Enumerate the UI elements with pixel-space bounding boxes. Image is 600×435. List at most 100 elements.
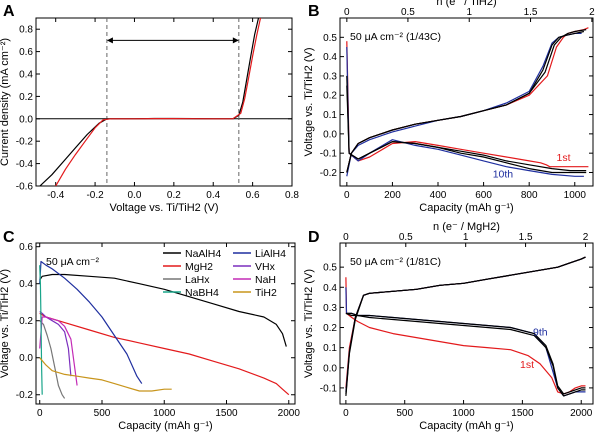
y-tick-label: 0.4 (323, 52, 337, 63)
x-tick-label: 0.8 (285, 190, 299, 201)
y-tick-label: 0.6 (19, 242, 33, 253)
panel-letter: B (308, 3, 320, 20)
series-line-nabh4 (39, 265, 43, 395)
plot-frame (339, 242, 594, 405)
series-line-8 (345, 256, 586, 394)
plot-frame (339, 17, 594, 187)
x-tick-label: 2000 (278, 408, 301, 419)
cycle-label: 10th (493, 168, 514, 180)
panel-letter: D (308, 229, 320, 246)
y-tick-label: 0.4 (323, 283, 337, 294)
series-line-2 (55, 18, 262, 186)
cycle-label: 1st (520, 359, 534, 371)
legend-label: NaBH4 (185, 287, 219, 299)
series-line-1 (345, 277, 586, 395)
y-tick-label: 0.5 (323, 33, 337, 44)
series-line-vhx (39, 311, 72, 377)
x-tick-label: 1000 (153, 408, 176, 419)
x-tick-label: 200 (384, 190, 401, 201)
current-annotation: 50 μA cm⁻² (1/81C) (350, 256, 441, 268)
top-tick-label: 0.5 (399, 232, 413, 243)
top-tick-label: 1.5 (524, 7, 538, 18)
y-tick-label: 0.8 (19, 25, 33, 36)
y-tick-label: 0.0 (19, 353, 33, 364)
series-line-4 (345, 256, 586, 392)
x-axis-label: Capacity (mAh g⁻¹) (118, 420, 212, 432)
x-tick-label: 0.0 (128, 190, 142, 201)
top-tick-label: 1.5 (519, 232, 533, 243)
series-line-lahx (39, 320, 66, 399)
x-tick-label: 0 (344, 190, 350, 201)
x-tick-label: -0.4 (47, 190, 65, 201)
y-tick-label: -0.2 (16, 390, 34, 401)
series-group (345, 256, 586, 397)
current-annotation: 50 μA cm⁻² (1/43C) (350, 31, 441, 43)
y-tick-label: 0.4 (19, 279, 33, 290)
y-tick-label: 0.3 (323, 71, 337, 82)
series-group (39, 18, 262, 186)
x-tick-label: 600 (475, 190, 492, 201)
x-tick-label: 0 (37, 408, 43, 419)
y-tick-label: -0.2 (16, 137, 34, 148)
x-tick-label: 2000 (570, 408, 593, 419)
y-tick-label: 0.5 (323, 263, 337, 274)
series-line-mgh2 (39, 312, 290, 396)
legend-label: NaAlH4 (185, 248, 221, 260)
y-tick-label: 0.3 (323, 303, 337, 314)
x-tick-label: 1000 (564, 190, 587, 201)
top-tick-label: 0 (343, 232, 349, 243)
series-line-4 (346, 32, 582, 177)
series-line-lialh4 (39, 260, 143, 384)
x-tick-label: -0.2 (86, 190, 104, 201)
series-group (346, 27, 589, 177)
y-tick-label: 0.2 (19, 316, 33, 327)
x-axis-label: Capacity (mAh g⁻¹) (419, 202, 513, 214)
x-tick-label: 1500 (511, 408, 534, 419)
legend-label: LaHx (185, 274, 210, 286)
y-tick-label: -0.2 (320, 168, 338, 179)
x-tick-label: 1500 (215, 408, 238, 419)
y-tick-label: 0.4 (19, 70, 33, 81)
legend-label: NaH (255, 274, 276, 286)
y-tick-label: 0.0 (323, 363, 337, 374)
y-tick-label: -0.1 (320, 149, 338, 160)
y-tick-label: 0.2 (323, 91, 337, 102)
y-axis-label: Voltage vs. Ti/TiH2 (V) (0, 269, 11, 378)
series-line-8 (346, 30, 585, 173)
x-tick-label: 800 (521, 190, 538, 201)
y-axis-label: Voltage vs. Ti/TiH2 (V) (303, 47, 315, 156)
x-tick-label: 0 (343, 408, 349, 419)
panel-letter: A (3, 3, 15, 20)
plot-frame (35, 242, 296, 405)
series-line-6 (345, 312, 586, 397)
y-tick-label: 0.0 (323, 129, 337, 140)
y-tick-label: 0.1 (323, 343, 337, 354)
y-axis-label: Current density (mA cm⁻²) (0, 38, 11, 166)
panel-d: D 0 500 1000 1500 2000 -0.1 0.0 0.1 0.2 0.3 0.4 0.5 0… (303, 221, 594, 432)
y-tick-label: 0.2 (323, 323, 337, 334)
y-tick-label: 0.0 (19, 114, 33, 125)
top-axis-label: n (e⁻ / MgH2) (433, 221, 500, 233)
legend-label: VHx (255, 261, 276, 273)
series-line-6 (346, 85, 587, 172)
x-tick-label: 1000 (452, 408, 475, 419)
series-line-naalh4 (39, 273, 287, 347)
series-group (39, 260, 290, 399)
top-tick-label: 2 (589, 7, 595, 18)
y-tick-label: -0.4 (16, 159, 34, 170)
y-tick-label: -0.6 (16, 182, 34, 193)
y-axis-label: Voltage vs. Ti/TiH2 (V) (303, 269, 315, 378)
legend-label: LiAlH4 (255, 248, 286, 260)
top-tick-label: 1 (463, 232, 469, 243)
top-tick-label: 0 (344, 7, 350, 18)
y-tick-label: 0.6 (19, 47, 33, 58)
x-tick-label: 500 (94, 408, 111, 419)
series-line-tih2 (39, 357, 172, 392)
cycle-label: 1st (557, 152, 571, 164)
top-tick-label: 2 (583, 232, 589, 243)
series-line-2 (345, 256, 586, 388)
y-tick-label: -0.1 (320, 383, 338, 394)
series-line-5 (346, 75, 587, 174)
x-tick-label: 400 (430, 190, 447, 201)
